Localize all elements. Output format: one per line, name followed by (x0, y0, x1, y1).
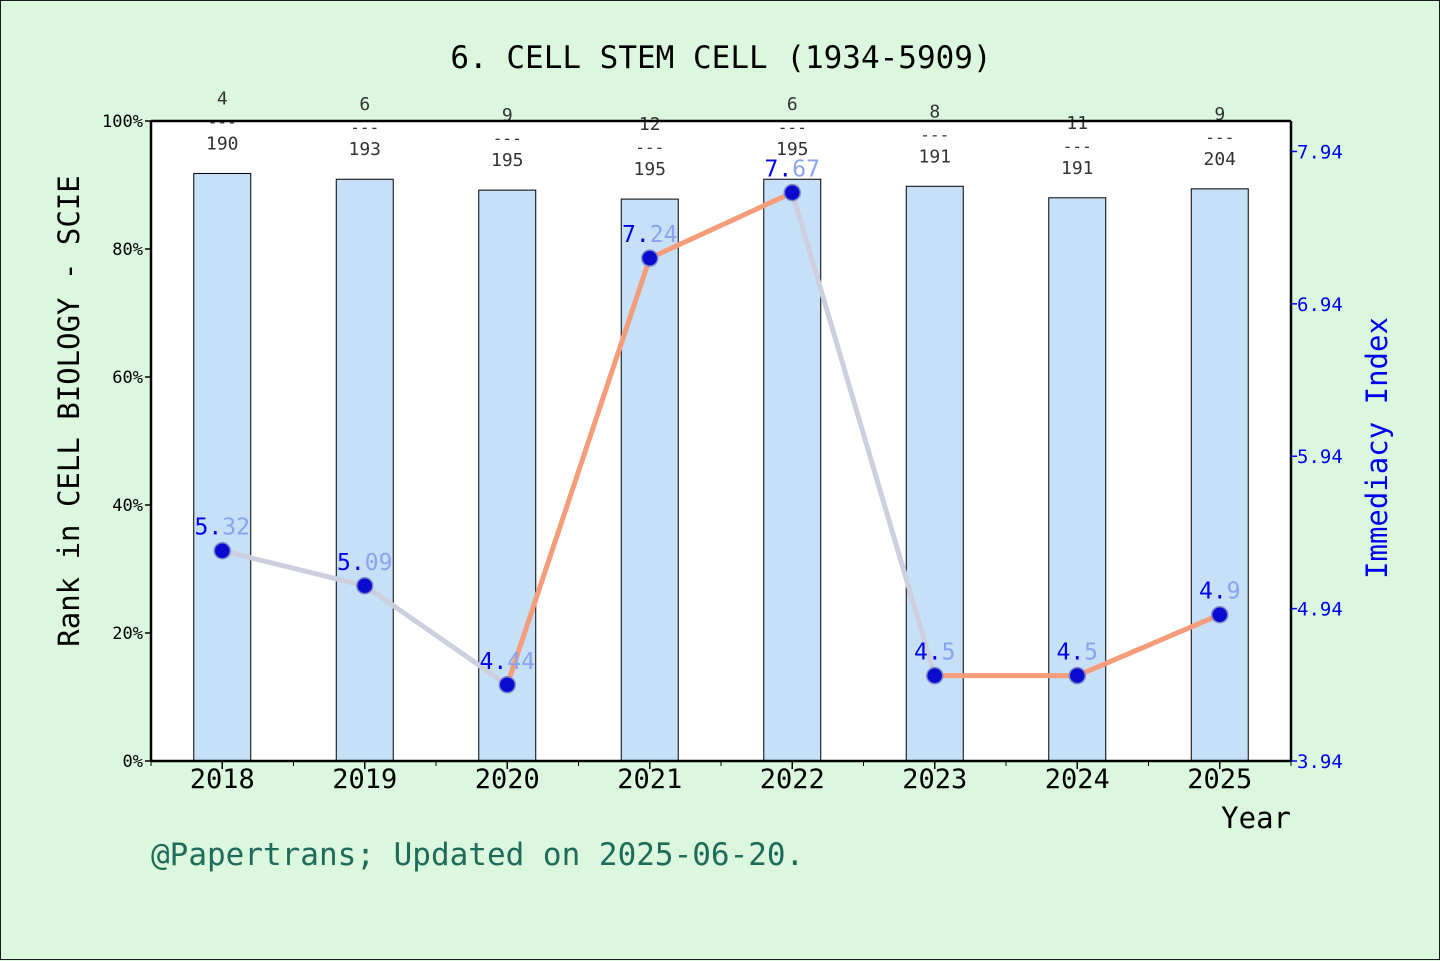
right-axis-title: Immediacy Index (1360, 317, 1394, 579)
rank-label-2023: 8 (929, 101, 940, 122)
rank-label-2021: 12 (639, 114, 661, 135)
ii-segment-2019-2020 (362, 583, 510, 688)
ii-value-label-2022: 7.67 (765, 157, 820, 183)
bar-2020 (478, 189, 537, 762)
rank-divider-2020: --- (493, 129, 522, 148)
bar-2019 (335, 178, 394, 762)
ii-value-label-2021: 7.24 (622, 222, 677, 248)
ii-point-2022 (783, 183, 801, 202)
bar-2022 (763, 178, 822, 762)
rank-divider-2023: --- (920, 125, 949, 144)
left-tick-label: 0% (123, 752, 143, 772)
ii-point-2025 (1211, 605, 1229, 624)
ii-segment-2022-2023 (789, 190, 938, 679)
right-tick-label: 4.94 (1297, 599, 1343, 621)
left-tick-label: 80% (112, 240, 143, 260)
left-axis-title: Rank in CELL BIOLOGY - SCIE (52, 175, 86, 646)
bar-2021 (620, 198, 679, 762)
left-tick-label: 40% (112, 496, 143, 516)
rank-divider-2024: --- (1063, 137, 1092, 156)
total-label-2024: 191 (1061, 158, 1094, 179)
bar-2018 (193, 172, 252, 762)
ii-point-2019 (356, 577, 374, 595)
rank-divider-2021: --- (635, 138, 664, 157)
ii-segment-2024-2025 (1074, 612, 1223, 679)
ii-point-2018 (213, 541, 231, 560)
rank-label-2022: 6 (787, 94, 798, 115)
x-tick-label-2024: 2024 (1045, 764, 1110, 795)
rank-label-2024: 11 (1066, 113, 1088, 134)
rank-label-2019: 6 (359, 94, 370, 115)
plot-area (151, 121, 1291, 761)
total-label-2022: 195 (776, 139, 809, 160)
ii-segment-2021-2022 (647, 190, 795, 261)
left-tick-label: 100% (102, 112, 143, 132)
x-tick-label-2025: 2025 (1187, 764, 1252, 795)
rank-divider-2025: --- (1205, 128, 1234, 147)
rank-divider-2019: --- (350, 118, 379, 137)
footer-credit: @Papertrans; Updated on 2025-06-20. (151, 837, 805, 873)
bar-2023 (905, 185, 964, 762)
right-tick-label: 6.94 (1297, 294, 1343, 316)
ii-value-label-2023: 4.5 (914, 640, 956, 666)
ii-value-label-2020: 4.44 (480, 649, 535, 675)
ii-segment-2018-2019 (219, 548, 368, 589)
right-tick-label: 7.94 (1297, 141, 1343, 163)
total-label-2025: 204 (1203, 149, 1236, 170)
right-tick-label: 5.94 (1297, 446, 1343, 468)
ii-point-2020 (498, 676, 516, 694)
ii-point-2021 (641, 249, 659, 267)
x-tick-label-2020: 2020 (475, 764, 540, 795)
rank-label-2018: 4 (217, 88, 228, 109)
total-label-2020: 195 (491, 150, 524, 171)
x-tick-label-2021: 2021 (617, 764, 682, 795)
total-label-2018: 190 (206, 133, 239, 154)
ii-point-2024 (1068, 666, 1086, 685)
ii-segment-2020-2021 (504, 255, 653, 688)
x-tick-label-2019: 2019 (332, 764, 397, 795)
ii-point-2023 (926, 666, 944, 685)
x-tick-label-2022: 2022 (760, 764, 825, 795)
total-label-2019: 193 (348, 139, 381, 160)
x-tick-label-2023: 2023 (902, 764, 967, 795)
rank-label-2020: 9 (502, 105, 513, 126)
left-tick-label: 60% (112, 368, 143, 388)
left-tick-label: 20% (112, 624, 143, 644)
total-label-2021: 195 (633, 159, 666, 180)
ii-value-label-2025: 4.9 (1199, 579, 1241, 605)
total-label-2023: 191 (918, 146, 951, 167)
right-tick-label: 3.94 (1297, 751, 1343, 773)
x-axis-title: Year (1221, 801, 1291, 835)
bar-2025 (1190, 188, 1249, 762)
chart-title: 6. CELL STEM CELL (1934-5909) (450, 40, 991, 76)
rank-label-2025: 9 (1214, 104, 1225, 125)
ii-value-label-2018: 5.32 (195, 515, 250, 541)
ii-value-label-2019: 5.09 (337, 550, 392, 576)
x-tick-label-2018: 2018 (190, 764, 255, 795)
ii-value-label-2024: 4.5 (1056, 640, 1098, 666)
rank-divider-2022: --- (778, 118, 807, 137)
